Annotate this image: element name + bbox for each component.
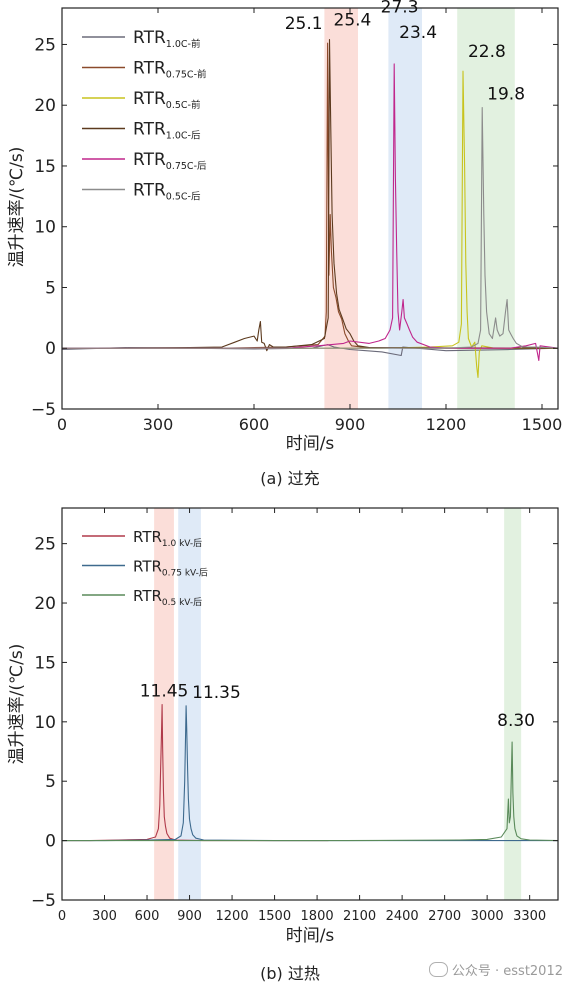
x-tick-label: 2700 <box>428 909 461 924</box>
y-axis-label: 温升速率/(℃/s) <box>7 147 27 268</box>
x-tick-label: 900 <box>177 909 202 924</box>
y-tick-label: 0 <box>45 832 56 852</box>
y-tick-label: 25 <box>34 535 56 555</box>
x-axis-label: 时间/s <box>286 926 335 946</box>
legend-entry-2: RTR0.75 kV-后 <box>133 558 208 579</box>
y-tick-label: 5 <box>45 278 56 298</box>
legend-entry-1: RTR1.0C-前 <box>133 28 200 50</box>
x-tick-label: 600 <box>135 909 160 924</box>
chart-a: 0 300 600 900 1200 1500−50510152025时间/s温升速率/(… <box>7 0 563 488</box>
plot-frame <box>61 7 559 410</box>
peak-annotation: 25.1 <box>285 14 323 34</box>
x-tick-label: 3000 <box>471 909 504 924</box>
y-tick-label: 10 <box>34 713 56 733</box>
legend-entry-6: RTR0.5C-后 <box>133 181 201 203</box>
y-axis-label: 温升速率/(℃/s) <box>7 644 27 765</box>
series-line-2 <box>62 705 558 842</box>
highlight-band-1 <box>154 508 174 900</box>
y-tick-label: 20 <box>34 96 56 116</box>
legend-entry-3: RTR0.5C-前 <box>133 89 200 111</box>
peak-annotation: 11.35 <box>192 683 241 703</box>
series-line-5 <box>62 63 559 361</box>
y-tick-label: 20 <box>34 594 56 614</box>
y-tick-label: 5 <box>45 772 56 792</box>
peak-annotation: 22.8 <box>468 42 506 62</box>
x-tick-label: 1800 <box>301 909 334 924</box>
wechat-icon <box>428 962 448 977</box>
watermark-text: 公众号 · esst2012 <box>451 964 563 979</box>
peak-annotation: 23.4 <box>399 23 437 43</box>
legend-entry-3: RTR0.5 kV-后 <box>133 587 202 608</box>
chart-caption: (b) 过热 <box>260 964 320 983</box>
series-line-6 <box>62 107 559 349</box>
x-tick-label: 1500 <box>258 909 291 924</box>
peak-annotation: 19.8 <box>487 85 525 105</box>
x-axis-label: 时间/s <box>286 434 335 454</box>
plot-frame <box>61 507 559 901</box>
x-tick-label: 600 <box>239 415 270 434</box>
highlight-band-3 <box>504 508 522 900</box>
x-tick-label: 0 <box>58 909 66 924</box>
x-tick-label: 0 <box>57 415 67 434</box>
highlight-band-2 <box>178 508 201 900</box>
peak-annotation: 8.30 <box>497 711 535 731</box>
series-line-3 <box>62 741 559 842</box>
y-tick-label: 15 <box>34 157 56 177</box>
y-tick-label: 0 <box>45 339 56 359</box>
x-tick-label: 1200 <box>216 909 249 924</box>
legend-entry-1: RTR1.0 kV-后 <box>133 528 202 549</box>
x-tick-label: 300 <box>92 909 117 924</box>
series-line-3 <box>62 70 558 378</box>
legend-entry-5: RTR0.75C-后 <box>133 150 207 172</box>
series-line-4 <box>61 39 559 352</box>
chart-b: 0 300 600 900 1200 1500 1800 2100 2400 2700 3000 33… <box>7 507 559 983</box>
x-tick-label: 300 <box>143 415 174 434</box>
x-tick-label: 2400 <box>386 909 419 924</box>
y-tick-label: 10 <box>34 218 56 238</box>
y-tick-label: −5 <box>31 400 56 420</box>
legend-entry-2: RTR0.75C-前 <box>133 59 207 81</box>
chart-caption: (a) 过充 <box>260 469 319 488</box>
x-tick-label: 3300 <box>513 909 546 924</box>
peak-annotation: 11.45 <box>140 682 189 702</box>
legend-entry-4: RTR1.0C-后 <box>133 120 201 142</box>
peak-annotation: 27.3 <box>381 0 419 18</box>
x-tick-label: 1500 <box>522 415 563 434</box>
x-tick-label: 2100 <box>343 909 376 924</box>
x-tick-label: 900 <box>335 415 366 434</box>
y-tick-label: 15 <box>34 653 56 673</box>
peak-annotation: 25.4 <box>334 11 372 31</box>
y-tick-label: −5 <box>31 891 56 911</box>
series-line-2 <box>62 42 558 349</box>
highlight-band-3 <box>457 8 515 409</box>
watermark: 公众号 · esst2012 <box>428 960 563 979</box>
x-tick-label: 1200 <box>426 415 467 434</box>
y-tick-label: 25 <box>34 35 56 55</box>
